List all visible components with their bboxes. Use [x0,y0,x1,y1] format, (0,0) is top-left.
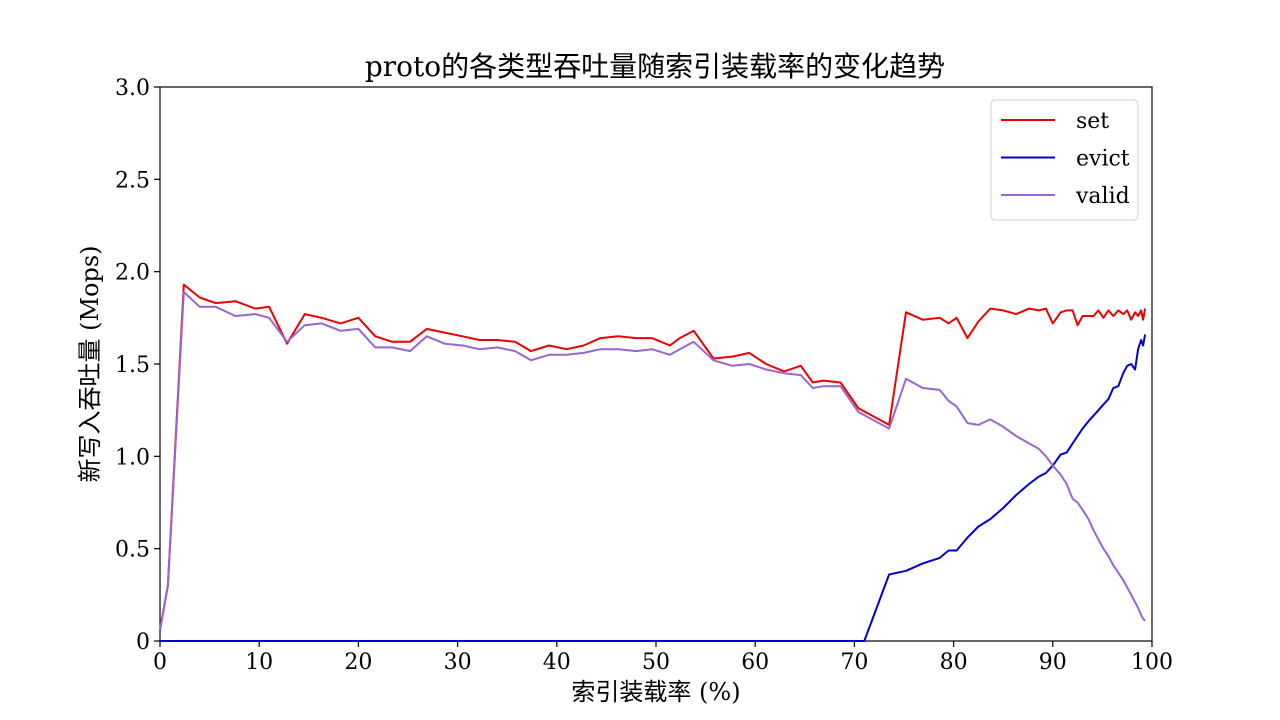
x-axis: 0 10 20 30 40 50 60 70 80 90 100 [153,641,1173,675]
y-tick-label: 0.5 [115,538,150,563]
legend-label-set: set [1076,109,1109,134]
series-lines [159,283,1147,642]
y-axis-label: 新写入吞吐量 (Mops) [76,245,104,482]
legend-box [990,99,1139,221]
x-tick-label: 30 [444,650,472,675]
x-axis-label: 索引装载率 (%) [571,678,740,706]
chart-title: proto的各类型吞吐量随索引装载率的变化趋势 [365,50,945,83]
x-tick-label: 50 [642,650,670,675]
y-tick-label: 2.5 [115,168,150,193]
series-line-valid [159,291,1146,631]
series-line-evict [160,334,1147,642]
x-tick-label: 90 [1039,650,1067,675]
x-tick-label: 80 [940,650,968,675]
legend-label-evict: evict [1076,147,1130,172]
x-tick-label: 100 [1131,650,1173,675]
x-tick-label: 70 [840,650,868,675]
x-tick-label: 40 [543,650,571,675]
y-tick-label: 1.0 [115,445,150,470]
y-axis: 0 0.5 1.0 1.5 2.0 2.5 3.0 [115,76,160,655]
x-tick-label: 10 [245,650,273,675]
series-line-set [159,283,1147,631]
legend: set evict valid [990,99,1139,221]
y-tick-label: 1.5 [115,353,150,378]
y-tick-label: 2.0 [115,261,150,286]
y-tick-label: 3.0 [115,76,150,101]
x-tick-label: 0 [153,650,167,675]
x-tick-label: 60 [741,650,769,675]
legend-label-valid: valid [1075,184,1130,209]
x-tick-label: 20 [344,650,372,675]
y-tick-label: 0 [136,630,150,655]
